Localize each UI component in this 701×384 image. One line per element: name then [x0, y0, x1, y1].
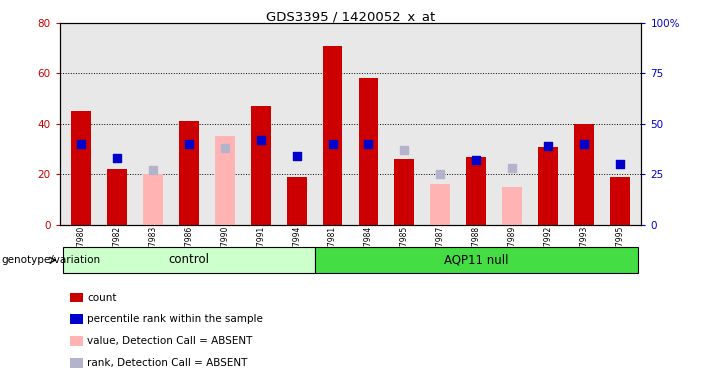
Bar [466, 157, 486, 225]
Bar [143, 174, 163, 225]
Bar [322, 46, 342, 225]
Point [219, 145, 231, 151]
Bar [287, 177, 306, 225]
Point [578, 141, 590, 147]
Point [363, 141, 374, 147]
Text: value, Detection Call = ABSENT: value, Detection Call = ABSENT [87, 336, 252, 346]
Point [470, 157, 482, 163]
Point [614, 161, 625, 167]
Bar [63, 247, 315, 273]
Text: AQP11 null: AQP11 null [444, 253, 508, 266]
Bar [315, 247, 638, 273]
Bar [502, 187, 522, 225]
Point [111, 155, 123, 161]
Bar [215, 136, 235, 225]
Point [183, 141, 194, 147]
Point [291, 153, 302, 159]
Bar [107, 169, 127, 225]
Point [507, 165, 518, 171]
Bar [538, 147, 558, 225]
Bar [359, 78, 379, 225]
Bar [395, 159, 414, 225]
Bar [72, 111, 91, 225]
Point [327, 141, 338, 147]
Text: control: control [168, 253, 210, 266]
Point [399, 147, 410, 153]
Point [435, 171, 446, 177]
Bar [430, 184, 450, 225]
Text: percentile rank within the sample: percentile rank within the sample [87, 314, 263, 324]
Bar [251, 106, 271, 225]
Point [147, 167, 158, 173]
Point [255, 137, 266, 143]
Bar [610, 177, 629, 225]
Text: count: count [87, 293, 116, 303]
Text: GDS3395 / 1420052_x_at: GDS3395 / 1420052_x_at [266, 10, 435, 23]
Text: genotype/variation: genotype/variation [1, 255, 100, 265]
Bar [574, 124, 594, 225]
Point [76, 141, 87, 147]
Bar [179, 121, 199, 225]
Text: rank, Detection Call = ABSENT: rank, Detection Call = ABSENT [87, 358, 247, 368]
Point [543, 143, 554, 149]
